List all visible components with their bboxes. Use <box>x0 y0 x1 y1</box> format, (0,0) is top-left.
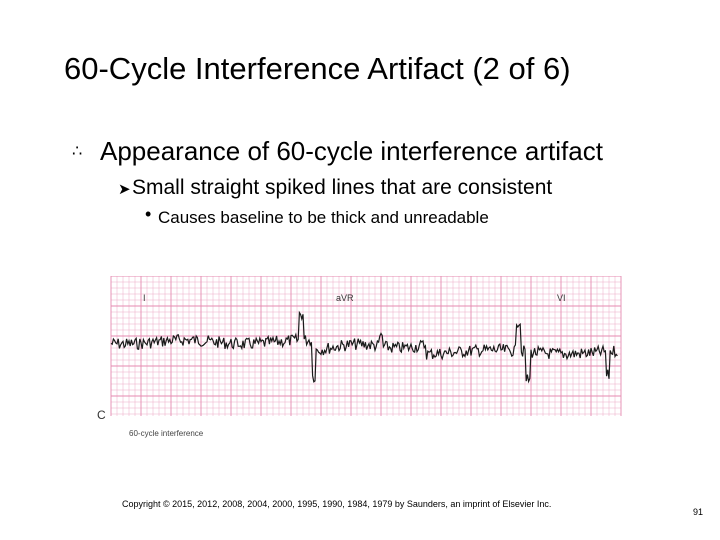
lead-label-i: I <box>143 293 146 303</box>
bullet-level2-text: Small straight spiked lines that are con… <box>132 176 553 199</box>
lead-label-v1: VI <box>557 293 566 303</box>
copyright-text: Copyright © 2015, 2012, 2008, 2004, 2000… <box>122 499 552 509</box>
bullet-level1-text: Appearance of 60-cycle interference arti… <box>100 136 603 166</box>
page-number: 91 <box>693 507 704 517</box>
lead-label-avr: aVR <box>336 293 354 303</box>
bullet-level3-dot-icon: • <box>145 204 152 224</box>
bullet-level3-text: Causes baseline to be thick and unreadab… <box>158 208 489 227</box>
ecg-strip-image: I aVR VI C 60-cycle interference <box>97 276 622 438</box>
slide-title: 60-Cycle Interference Artifact (2 of 6) <box>64 51 571 86</box>
bullet-level2-arrow-icon: ➤ <box>118 180 131 198</box>
panel-label: C <box>97 408 106 422</box>
ecg-caption: 60-cycle interference <box>129 429 204 438</box>
bullet-level1-icon: ∴ <box>72 141 83 160</box>
ecg-trace <box>110 310 618 384</box>
